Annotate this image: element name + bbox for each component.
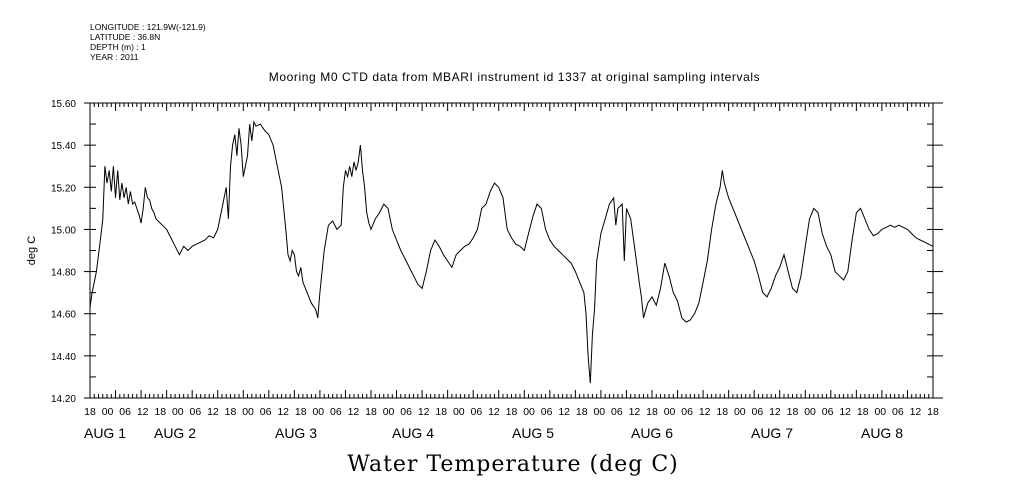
y-tick-label: 14.80 (51, 268, 76, 279)
x-tick-label: 18 (154, 406, 166, 418)
x-tick-label: 18 (84, 406, 96, 418)
x-day-label: AUG 2 (154, 425, 196, 441)
x-tick-label: 06 (681, 406, 693, 418)
x-tick-label: 06 (190, 406, 202, 418)
x-tick-label: 18 (857, 406, 869, 418)
temperature-series-line (89, 120, 934, 384)
y-tick-label: 14.20 (51, 394, 76, 405)
x-tick-label: 18 (576, 406, 588, 418)
x-tick-label: 12 (418, 406, 430, 418)
x-tick-label: 12 (137, 406, 149, 418)
x-day-label: AUG 6 (631, 425, 673, 441)
x-tick-label: 00 (593, 406, 605, 418)
x-day-label: AUG 1 (84, 425, 126, 441)
x-tick-label: 06 (541, 406, 553, 418)
x-tick-label: 00 (453, 406, 465, 418)
x-tick-label: 12 (207, 406, 219, 418)
x-tick-label: 18 (716, 406, 728, 418)
x-tick-label: 12 (769, 406, 781, 418)
meta-latitude: LATITUDE : 36.8N (90, 32, 161, 42)
x-tick-label: 06 (119, 406, 131, 418)
x-tick-label: 06 (752, 406, 764, 418)
x-tick-label: 00 (102, 406, 114, 418)
metadata-block: LONGITUDE : 121.9W(-121.9) LATITUDE : 36… (90, 22, 206, 62)
x-tick-label: 06 (260, 406, 272, 418)
x-tick-label: 06 (330, 406, 342, 418)
x-tick-label: 00 (172, 406, 184, 418)
chart-title: Mooring M0 CTD data from MBARI instrumen… (268, 70, 761, 84)
x-tick-label: 12 (277, 406, 289, 418)
plot-frame (89, 102, 934, 399)
x-tick-label: 00 (874, 406, 886, 418)
x-tick-label: 18 (435, 406, 447, 418)
x-tick-label: 06 (892, 406, 904, 418)
meta-depth: DEPTH (m) : 1 (90, 42, 146, 52)
y-tick-label: 15.00 (51, 225, 76, 236)
x-tick-label: 18 (927, 406, 939, 418)
x-tick-label: 12 (558, 406, 570, 418)
x-tick-label: 00 (664, 406, 676, 418)
x-tick-label: 18 (365, 406, 377, 418)
x-tick-label: 12 (488, 406, 500, 418)
y-tick-label: 14.40 (51, 352, 76, 363)
meta-year: YEAR : 2011 (90, 52, 139, 62)
x-tick-label: 12 (699, 406, 711, 418)
x-tick-label: 06 (822, 406, 834, 418)
x-tick-label: 06 (611, 406, 623, 418)
x-tick-label: 00 (523, 406, 535, 418)
y-tick-label: 15.60 (51, 99, 76, 110)
x-day-label: AUG 3 (275, 425, 317, 441)
x-tick-label: 00 (383, 406, 395, 418)
x-day-label: AUG 4 (392, 425, 434, 441)
bottom-title: Water Temperature (deg C) (347, 452, 679, 477)
meta-longitude: LONGITUDE : 121.9W(-121.9) (90, 22, 206, 32)
y-tick-label: 14.60 (51, 310, 76, 321)
y-axis-label: deg C (26, 236, 38, 265)
x-tick-label: 00 (312, 406, 324, 418)
x-tick-label: 12 (629, 406, 641, 418)
chart-title-container: Mooring M0 CTD data from MBARI instrumen… (0, 70, 1009, 84)
x-tick-label: 00 (242, 406, 254, 418)
y-tick-label: 15.40 (51, 141, 76, 152)
x-tick-label: 00 (734, 406, 746, 418)
x-tick-label: 18 (646, 406, 658, 418)
x-tick-label: 12 (910, 406, 922, 418)
x-day-label: AUG 5 (512, 425, 554, 441)
x-tick-label: 06 (400, 406, 412, 418)
x-tick-label: 18 (787, 406, 799, 418)
x-tick-label: 18 (225, 406, 237, 418)
bottom-title-container: Water Temperature (deg C) (0, 452, 1009, 477)
x-day-label: AUG 8 (861, 425, 903, 441)
y-tick-label: 15.20 (51, 183, 76, 194)
x-day-label: AUG 7 (751, 425, 793, 441)
x-tick-label: 12 (348, 406, 360, 418)
x-tick-label: 18 (506, 406, 518, 418)
x-tick-label: 12 (839, 406, 851, 418)
x-tick-label: 18 (295, 406, 307, 418)
x-tick-label: 06 (471, 406, 483, 418)
x-tick-label: 00 (804, 406, 816, 418)
